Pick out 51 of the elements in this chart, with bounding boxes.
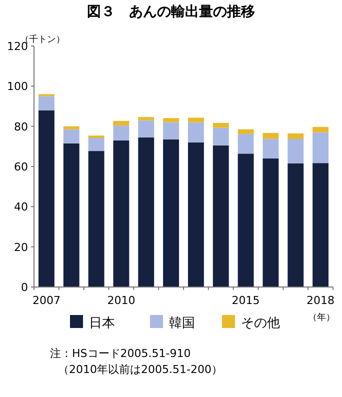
bar — [288, 163, 304, 287]
bar — [262, 158, 279, 287]
text: 注：HSコード2005.51-910 — [50, 347, 191, 360]
bar — [38, 110, 54, 287]
bar — [63, 129, 80, 144]
x-tick-label: 2015 — [232, 294, 260, 307]
y-tick-label: 40 — [14, 200, 28, 214]
bar — [188, 122, 204, 142]
legend-label: その他 — [241, 316, 280, 331]
bar — [88, 138, 104, 152]
legend-label: 日本 — [89, 316, 115, 331]
bar — [163, 118, 180, 122]
bar — [312, 163, 329, 287]
bar — [262, 138, 279, 158]
bar — [113, 126, 130, 140]
bar — [212, 145, 229, 287]
bar — [38, 96, 54, 110]
bar — [113, 140, 130, 287]
bar — [238, 154, 254, 287]
bar — [188, 118, 204, 122]
bar — [238, 129, 254, 134]
bar — [88, 151, 104, 287]
bar — [288, 138, 304, 164]
x-tick-label: 2007 — [32, 294, 60, 307]
bar — [212, 128, 229, 146]
bar — [163, 139, 180, 287]
bar — [138, 117, 154, 120]
bar — [63, 143, 80, 287]
bar — [238, 134, 254, 154]
bar — [138, 120, 154, 138]
y-tick-label: 80 — [14, 120, 28, 134]
x-tick-label: 2018 — [306, 294, 335, 307]
y-tick-label: 20 — [14, 240, 28, 254]
chart-title: 図３ あんの輸出量の推移 — [87, 4, 255, 20]
x-axis-title: （年） — [308, 312, 335, 323]
bar — [262, 132, 279, 139]
y-tick-label: 100 — [7, 80, 28, 94]
y-tick-label: 0 — [21, 281, 28, 294]
x-tick-label: 2010 — [107, 294, 136, 307]
bar — [288, 133, 304, 139]
y-tick-label: 60 — [14, 160, 28, 174]
bar — [138, 137, 154, 287]
bar — [188, 142, 204, 287]
bar — [312, 132, 329, 164]
text: （2010年以前は2005.51-200） — [58, 363, 222, 376]
bar — [113, 120, 130, 126]
bar — [163, 122, 180, 140]
bar — [212, 122, 229, 128]
legend-label: 韓国 — [169, 316, 195, 331]
bar — [312, 126, 329, 132]
bar — [63, 126, 80, 130]
